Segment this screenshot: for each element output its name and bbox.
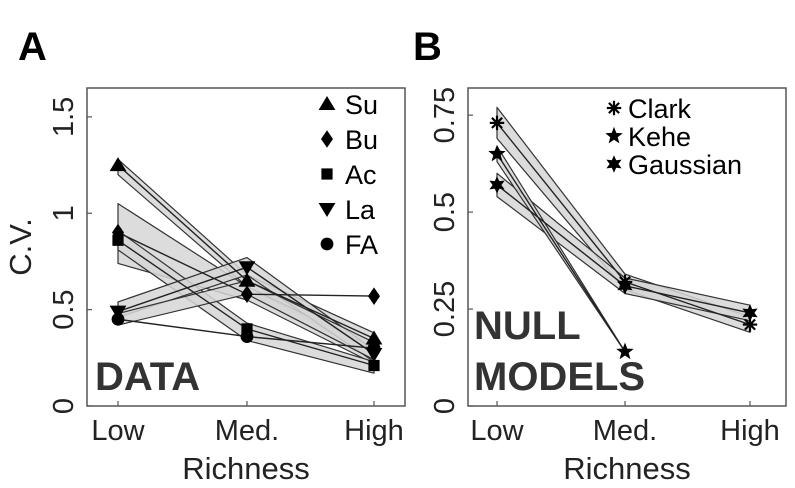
panel-a-y-tick-label: 0.5 — [48, 289, 80, 329]
panel-a-legend-marker-su — [318, 96, 336, 110]
panel-a-legend-label-la: La — [345, 195, 376, 225]
panel-a-legend-marker-bu — [321, 130, 333, 148]
panel-a-y-tick-label: 1.5 — [48, 97, 80, 137]
panel-a-legend-label-fa: FA — [345, 230, 378, 260]
panel-a-point-su-med — [238, 272, 256, 287]
panel-b-x-tick-label: High — [720, 415, 780, 447]
panel-a-band-3 — [117, 230, 375, 374]
panel-a-annotation: DATA — [95, 355, 200, 399]
panel-a-legend-label-ac: Ac — [345, 160, 377, 190]
panel-a-legend: Su Bu Ac La FA — [318, 90, 378, 260]
panel-b-x-tick-label: Med. — [593, 415, 657, 447]
panel-b-point-clark-low — [489, 115, 505, 131]
panel-b-point-kehe-low — [488, 144, 506, 162]
panel-a-legend-marker-fa — [320, 237, 334, 251]
panel-a-legend-marker-ac — [321, 168, 333, 180]
panel-b-y-tick-label: 0 — [429, 398, 461, 414]
panel-a-plot-content — [109, 157, 383, 374]
panel-b-point-gaussian-high — [742, 304, 758, 322]
panel-a-point-fa-med — [240, 330, 254, 344]
panel-b-y-tick-label: 0.75 — [429, 87, 461, 143]
panel-b-x-tick-label: Low — [470, 415, 524, 447]
panel-b-annotation-line-2: MODELS — [474, 355, 645, 399]
panel-b-point-kehe-med — [616, 342, 634, 360]
panel-a-point-la-low — [109, 305, 127, 320]
panel-a-point-fa-high — [367, 341, 381, 355]
panel-a-legend-label-su: Su — [345, 90, 378, 120]
panel-a-legend-label-bu: Bu — [345, 125, 378, 155]
panel-a-x-tick-label: Low — [91, 415, 145, 447]
panel-label-a: A — [18, 25, 47, 69]
panel-b-legend-marker-gaussian — [606, 155, 622, 173]
panel-b-point-gaussian-low — [489, 176, 505, 194]
panel-a-plot-frame — [86, 87, 406, 407]
panel-b-legend-label-gaussian: Gaussian — [628, 150, 742, 180]
panel-b-y-tick-label: 0.5 — [429, 192, 461, 232]
panel-b-series-line-kehe — [496, 153, 626, 353]
panel-a-y-tick-label: 1 — [48, 205, 80, 221]
panel-b-plot-content — [488, 106, 758, 360]
panel-b-x-axis-label: Richness — [563, 451, 691, 486]
panel-a-point-bu-high — [368, 287, 380, 305]
panel-b-y-tick-label: 0.25 — [429, 281, 461, 337]
panel-b-point-clark-high — [742, 317, 758, 332]
panel-b-legend-label-kehe: Kehe — [628, 122, 691, 152]
panel-a-point-fa-low — [111, 312, 125, 326]
panel-a: A Low Med. High 0 0.5 1 1.5 Richness C.V. DAT… — [3, 25, 406, 486]
panel-a-y-axis-label: C.V. — [3, 218, 38, 275]
panel-a-x-tick-label: High — [344, 415, 404, 447]
panel-b-annotation-line-1: NULL — [474, 304, 581, 348]
panel-b-x-ticks: Low Med. High — [470, 401, 780, 447]
panel-a-point-su-high — [365, 330, 383, 345]
panel-a-point-su-low — [109, 157, 127, 172]
panel-a-y-tick-label: 0 — [48, 398, 80, 414]
panel-b-plot-frame — [467, 87, 787, 407]
panel-a-x-ticks: Low Med. High — [91, 401, 404, 447]
panel-b-band-2 — [496, 172, 751, 322]
panel-b: B Low Med. High 0 0.25 0.5 0.75 Richness NULL… — [413, 25, 787, 486]
panel-a-y-ticks: 0 0.5 1 1.5 — [48, 97, 92, 414]
panel-a-point-bu-med — [241, 285, 253, 304]
panel-a-point-la-med — [238, 261, 256, 276]
panel-b-y-ticks: 0 0.25 0.5 0.75 — [429, 87, 473, 414]
panel-b-legend-marker-clark — [606, 100, 622, 116]
panel-b-point-gaussian-med — [617, 277, 633, 295]
panel-a-point-ac-low — [112, 234, 124, 246]
panel-b-legend-marker-kehe — [605, 126, 623, 144]
panel-a-point-ac-high — [368, 359, 380, 372]
panel-label-b: B — [413, 25, 442, 69]
panel-a-legend-marker-la — [318, 203, 336, 217]
panel-a-point-bu-low — [112, 223, 124, 242]
panel-a-point-ac-med — [241, 323, 253, 335]
panel-b-legend-label-clark: Clark — [628, 94, 692, 124]
panel-a-x-tick-label: Med. — [215, 415, 279, 447]
panel-a-x-axis-label: Richness — [182, 451, 310, 486]
